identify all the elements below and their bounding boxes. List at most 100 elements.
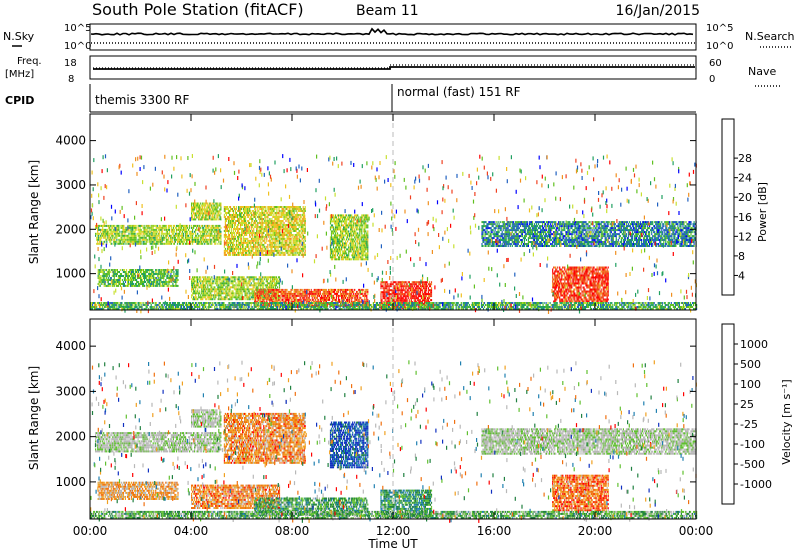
power-cell: [100, 285, 101, 287]
power-cell: [249, 234, 250, 236]
power-cell: [233, 230, 234, 232]
power-cell: [340, 291, 341, 293]
power-cell: [305, 236, 306, 238]
power-cell: [225, 298, 226, 300]
power-cell: [252, 214, 253, 216]
power-cell: [263, 218, 264, 220]
power-cell: [215, 296, 216, 298]
power-cell: [219, 229, 220, 231]
power-cell: [300, 246, 301, 248]
power-cell: [196, 296, 197, 298]
power-cell: [305, 226, 306, 228]
power-cell: [286, 242, 287, 244]
power-cell: [284, 210, 285, 212]
power-cell: [184, 241, 185, 243]
power-cell: [248, 244, 249, 246]
power-cell: [305, 222, 306, 224]
power-cell: [215, 229, 216, 231]
power-cell: [145, 233, 146, 235]
power-cell: [149, 225, 150, 227]
power-cell: [195, 233, 196, 235]
power-cell: [297, 220, 298, 222]
power-cell: [305, 230, 306, 232]
power-cell: [268, 278, 269, 280]
power-cell: [249, 296, 250, 298]
power-cell: [290, 216, 291, 218]
power-cell: [236, 242, 237, 244]
power-cell: [212, 278, 213, 280]
power-cell: [193, 227, 194, 229]
power-cell: [124, 237, 125, 239]
power-cell: [279, 284, 280, 286]
nave-label: Nave: [748, 65, 776, 78]
power-cell: [272, 278, 273, 280]
power-cell: [200, 276, 201, 278]
power-cell: [305, 208, 306, 210]
power-cell: [256, 214, 257, 216]
power-cell: [227, 240, 228, 242]
power-cell: [266, 234, 267, 236]
power-cell: [209, 207, 210, 209]
power-cell: [141, 229, 142, 231]
power-cell: [276, 238, 277, 240]
power-cell: [116, 241, 117, 243]
power-cell: [205, 288, 206, 290]
power-cell: [160, 225, 161, 227]
noise-tick-low-right: 10^0: [706, 41, 733, 52]
power-cell: [255, 208, 256, 210]
power-cell: [165, 269, 166, 271]
power-cell: [155, 281, 156, 283]
power-cell: [108, 231, 109, 233]
nave-tick-low: 0: [709, 74, 715, 85]
power-cell: [169, 227, 170, 229]
noise-tick-low-left: 10^0: [64, 41, 91, 52]
power-cell: [105, 275, 106, 277]
power-cell: [290, 228, 291, 230]
power-cell: [185, 231, 186, 233]
power-cell: [252, 298, 253, 300]
power-cell: [98, 235, 99, 237]
power-cell: [239, 296, 240, 298]
power-cell: [286, 252, 287, 254]
power-cell: [227, 286, 228, 288]
power-cell: [239, 232, 240, 234]
power-cell: [264, 282, 265, 284]
power-cell: [158, 243, 159, 245]
power-cell: [286, 250, 287, 252]
power-cell: [263, 208, 264, 210]
power-cell: [110, 241, 111, 243]
power-cell: [231, 298, 232, 300]
power-cell: [256, 250, 257, 252]
power-cell: [253, 224, 254, 226]
power-cell: [167, 231, 168, 233]
power-cell: [205, 212, 206, 214]
power-cell: [213, 225, 214, 227]
power-cell: [236, 216, 237, 218]
power-cell: [224, 246, 225, 248]
power-cell: [246, 244, 247, 246]
power-cell: [121, 273, 122, 275]
power-cell: [246, 230, 247, 232]
power-cell: [197, 290, 198, 292]
power-cell: [284, 218, 285, 220]
power-cell: [265, 208, 266, 210]
power-cell: [252, 226, 253, 228]
power-cell: [256, 284, 257, 286]
power-cell: [205, 216, 206, 218]
power-cell: [249, 290, 250, 292]
power-cell: [276, 214, 277, 216]
power-cell: [295, 252, 296, 254]
power-cell: [157, 237, 158, 239]
power-cell: [198, 284, 199, 286]
power-cell: [215, 280, 216, 282]
power-cell: [174, 225, 175, 227]
power-cell: [207, 209, 208, 211]
power-cell: [268, 210, 269, 212]
power-cell: [302, 234, 303, 236]
power-cell: [194, 278, 195, 280]
power-cell: [299, 232, 300, 234]
power-cell: [329, 297, 330, 299]
power-cell: [267, 293, 268, 295]
power-cell: [121, 237, 122, 239]
power-cell: [145, 229, 146, 231]
